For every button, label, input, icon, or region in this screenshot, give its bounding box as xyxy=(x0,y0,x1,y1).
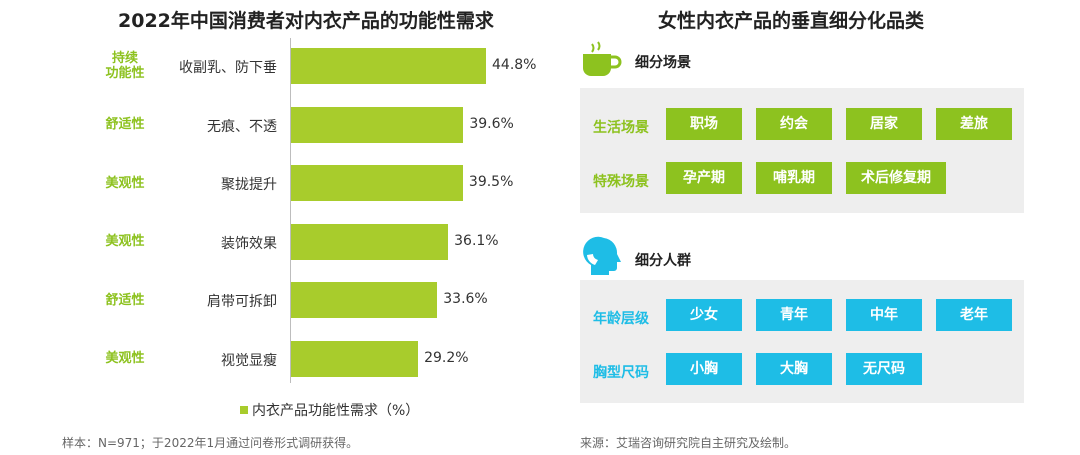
category-label: 视觉显瘦 xyxy=(221,352,277,369)
tag-senior: 老年 xyxy=(936,299,1012,331)
tag-pregnancy: 孕产期 xyxy=(666,162,742,194)
category-label: 肩带可拆卸 xyxy=(207,294,277,310)
group-label: 舒适性 xyxy=(105,292,145,308)
bar-chart: 44.8% 收副乳、防下垂 持续 功能性 39.6% 无痕、不透 舒适性 39.5% 聚拢提升美… xyxy=(0,30,560,385)
tag-no-size: 无尺码 xyxy=(846,353,922,385)
tag-middle-age: 中年 xyxy=(846,299,922,331)
group-panel: 年龄层级 少女 青年 中年 老年 胸型尺码 小胸 大胸 无尺码 xyxy=(580,280,1024,403)
right-title: 女性内衣产品的垂直细分化品类 xyxy=(658,10,925,32)
group-label: 美观性 xyxy=(105,351,145,366)
category-label: 无痕、不透 xyxy=(207,118,277,135)
bar xyxy=(291,282,438,318)
group-label: 美观性 xyxy=(105,234,145,249)
bar xyxy=(291,106,464,143)
tag-small-bust: 小胸 xyxy=(666,353,742,385)
chart-legend: 内衣产品功能性需求（%） xyxy=(240,400,419,420)
person-head-icon xyxy=(582,235,624,277)
bar xyxy=(291,223,449,260)
tag-travel: 差旅 xyxy=(936,108,1012,140)
row-label-age: 年龄层级 xyxy=(593,311,649,327)
legend-label: 内衣产品功能性需求（%） xyxy=(252,403,420,419)
group-label: 美观性 xyxy=(105,175,145,191)
group-label: 舒适性 xyxy=(105,117,145,132)
tag-large-bust: 大胸 xyxy=(756,353,832,385)
tag-workplace: 职场 xyxy=(666,108,742,140)
section-title-groups: 细分人群 xyxy=(635,253,691,269)
bar-value-label: 33.6% xyxy=(443,291,488,307)
category-label: 收副乳、防下垂 xyxy=(179,60,277,76)
legend-swatch xyxy=(240,406,248,414)
cup-icon xyxy=(580,40,624,80)
tag-girl: 少女 xyxy=(666,299,742,331)
bar-value-label: 29.2% xyxy=(424,349,469,366)
bar xyxy=(291,165,463,201)
sample-note: 样本：N=971；于2022年1月通过问卷形式调研获得。 xyxy=(62,436,359,450)
bar-value-label: 36.1% xyxy=(454,232,499,249)
tag-youth: 青年 xyxy=(756,299,832,331)
category-label: 装饰效果 xyxy=(221,235,277,252)
row-label-special: 特殊场景 xyxy=(593,174,649,190)
chart-title: 2022年中国消费者对内衣产品的功能性需求 xyxy=(118,10,494,32)
scene-panel: 生活场景 职场 约会 居家 差旅 特殊场景 孕产期 哺乳期 术后修复期 xyxy=(580,88,1024,213)
section-title-scenes: 细分场景 xyxy=(635,55,691,71)
tag-post-surgery: 术后修复期 xyxy=(846,162,946,194)
source-note: 来源：艾瑞咨询研究院自主研究及绘制。 xyxy=(580,436,797,450)
bar xyxy=(291,340,419,377)
bar-value-label: 44.8% xyxy=(492,57,537,73)
chart-axis xyxy=(290,38,291,383)
category-label: 聚拢提升 xyxy=(221,177,277,193)
bar xyxy=(291,48,486,84)
row-label-size: 胸型尺码 xyxy=(593,365,649,381)
tag-nursing: 哺乳期 xyxy=(756,162,832,194)
bar-value-label: 39.6% xyxy=(469,115,514,132)
group-label: 持续 功能性 xyxy=(105,51,145,81)
row-label-life: 生活场景 xyxy=(593,120,649,136)
tag-dating: 约会 xyxy=(756,108,832,140)
tag-home: 居家 xyxy=(846,108,922,140)
bar-value-label: 39.5% xyxy=(468,174,514,190)
